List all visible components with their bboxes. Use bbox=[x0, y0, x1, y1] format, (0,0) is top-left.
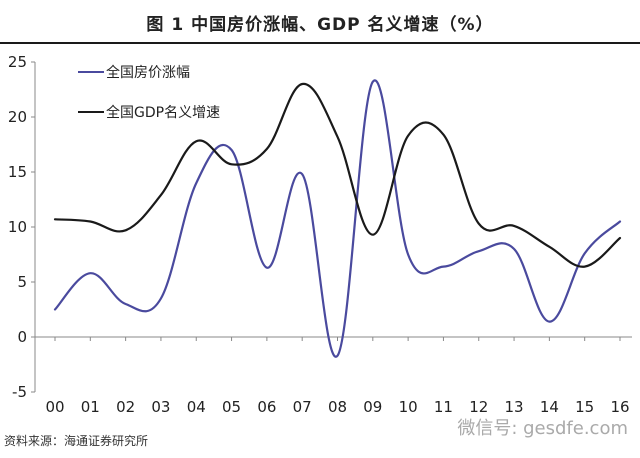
x-tick-label: 13 bbox=[505, 398, 524, 416]
x-tick-label: 02 bbox=[116, 398, 135, 416]
x-tick-label: 10 bbox=[399, 398, 418, 416]
series-line-1 bbox=[53, 79, 622, 358]
figure-title: 图 1 中国房价涨幅、GDP 名义增速（%） bbox=[146, 15, 494, 35]
series-line-2 bbox=[53, 82, 622, 268]
legend-label: 全国房价涨幅 bbox=[106, 64, 190, 81]
watermark-text: 微信号: gesdfe.com bbox=[457, 418, 628, 439]
y-tick-label: 10 bbox=[8, 218, 27, 236]
x-tick-label: 09 bbox=[363, 398, 382, 416]
y-tick-label: -5 bbox=[12, 383, 27, 401]
x-tick-label: 14 bbox=[540, 398, 559, 416]
legend-label: 全国GDP名义增速 bbox=[106, 104, 220, 121]
y-tick-label: 15 bbox=[8, 163, 27, 181]
x-tick-label: 07 bbox=[293, 398, 312, 416]
y-tick-label: 20 bbox=[8, 108, 27, 126]
x-tick-label: 03 bbox=[151, 398, 170, 416]
x-tick-label: 04 bbox=[187, 398, 206, 416]
x-tick-label: 08 bbox=[328, 398, 347, 416]
x-tick-label: 15 bbox=[575, 398, 594, 416]
source-note: 资料来源：海通证券研究所 bbox=[4, 434, 149, 448]
title-bar: 图 1 中国房价涨幅、GDP 名义增速（%） bbox=[0, 0, 640, 44]
x-tick-label: 11 bbox=[434, 398, 453, 416]
series-layer bbox=[53, 79, 622, 358]
x-tick-label: 00 bbox=[45, 398, 64, 416]
x-tick-label: 06 bbox=[257, 398, 276, 416]
y-tick-label: 25 bbox=[8, 53, 27, 71]
x-tick-label: 01 bbox=[81, 398, 100, 416]
x-tick-label: 12 bbox=[469, 398, 488, 416]
y-tick-label: 0 bbox=[17, 328, 27, 346]
y-tick-label: 5 bbox=[17, 273, 27, 291]
x-tick-label: 05 bbox=[222, 398, 241, 416]
x-tick-label: 16 bbox=[610, 398, 629, 416]
